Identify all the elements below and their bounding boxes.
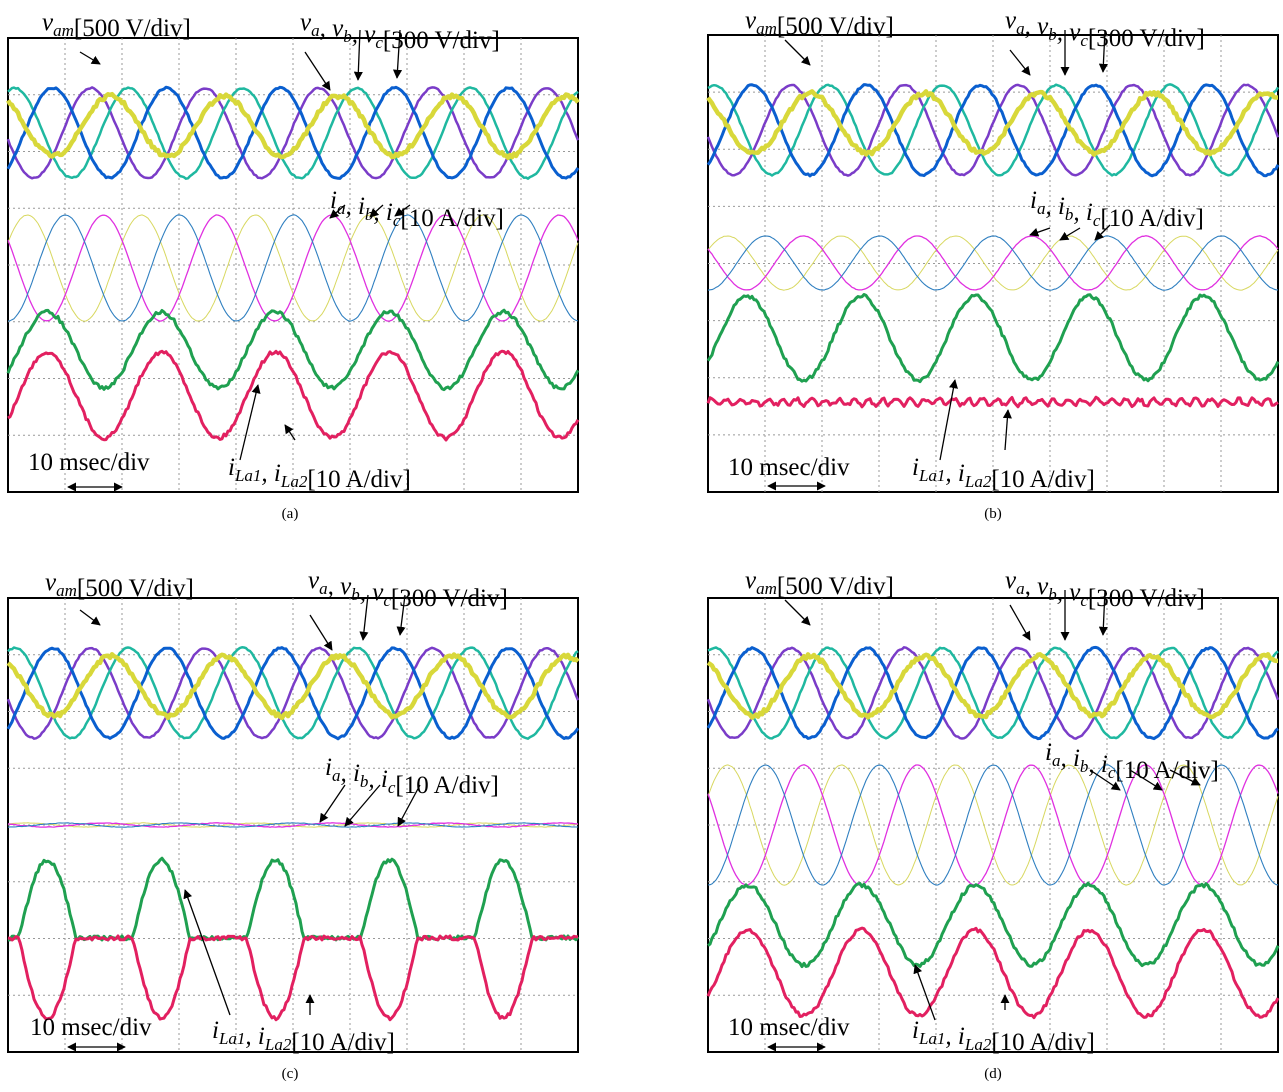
panel-caption: (a)	[282, 506, 299, 522]
label-text: , i	[1088, 751, 1108, 778]
label-subscript: am	[756, 19, 777, 38]
label-text: [10 A/div]	[307, 466, 410, 493]
panel-caption: (c)	[282, 1066, 299, 1082]
label-text: [10 A/div]	[395, 772, 498, 799]
label-text: [300 V/div]	[1088, 585, 1205, 612]
label-text: i	[912, 1017, 919, 1044]
label-text: , v	[328, 573, 353, 600]
label-vam: vam[500 V/div]	[745, 567, 894, 600]
label-text: , i	[1045, 193, 1065, 220]
label-subscript: a	[319, 579, 328, 598]
label-text: [10 A/div]	[991, 1029, 1094, 1056]
label-text: , i	[1073, 199, 1093, 226]
label-text: i	[912, 454, 919, 481]
label-subscript: La1	[918, 466, 945, 485]
label-text: , i	[368, 766, 388, 793]
label-text: , v	[1057, 579, 1082, 606]
label-vam: vam[500 V/div]	[42, 9, 191, 42]
label-text: [300 V/div]	[383, 27, 500, 54]
label-text: [10 A/div]	[291, 1029, 394, 1056]
panel-caption: (b)	[984, 506, 1002, 522]
label-subscript: La2	[964, 1035, 992, 1054]
label-text: [500 V/div]	[777, 13, 894, 40]
label-subscript: a	[1016, 19, 1025, 38]
label-subscript: b	[1048, 25, 1057, 44]
label-subscript: a	[332, 766, 341, 785]
label-subscript: a	[337, 199, 346, 218]
label-text: 10 msec/div	[28, 449, 150, 476]
label-text: [10 A/div]	[991, 466, 1094, 493]
label-time: 10 msec/div	[728, 454, 850, 481]
page: vam[500 V/div]va, vb, vc[300 V/div]ia, i…	[0, 0, 1283, 1092]
label-text: [300 V/div]	[1088, 25, 1205, 52]
label-subscript: La1	[918, 1029, 945, 1048]
label-subscript: a	[1016, 579, 1025, 598]
scope-panel: vam[500 V/div]va, vb, vc[300 V/div]ia, i…	[8, 9, 578, 522]
label-text: i	[1030, 187, 1037, 214]
scope-panel: vam[500 V/div]va, vb, vc[300 V/div]ia, i…	[8, 567, 578, 1082]
label-text: , v	[320, 15, 345, 42]
label-text: [10 A/div]	[1115, 757, 1218, 784]
label-text: , v	[1057, 19, 1082, 46]
label-text: , i	[340, 760, 360, 787]
scope-panel: vam[500 V/div]va, vb, vc[300 V/div]ia, i…	[708, 567, 1278, 1082]
label-text: , v	[360, 579, 385, 606]
label-subscript: La1	[218, 1029, 245, 1048]
label-subscript: am	[56, 581, 77, 600]
figure: vam[500 V/div]va, vb, vc[300 V/div]ia, i…	[0, 0, 1283, 1092]
label-text: , i	[261, 460, 281, 487]
label-subscript: am	[756, 579, 777, 598]
label-text: , v	[1025, 13, 1050, 40]
label-text: [500 V/div]	[74, 15, 191, 42]
label-text: 10 msec/div	[728, 454, 850, 481]
label-text: , i	[945, 460, 965, 487]
label-subscript: b	[1065, 205, 1074, 224]
label-time: 10 msec/div	[28, 449, 150, 476]
label-text: [10 A/div]	[1100, 205, 1203, 232]
label-text: , v	[1025, 573, 1050, 600]
label-time: 10 msec/div	[728, 1014, 850, 1041]
label-time: 10 msec/div	[30, 1014, 152, 1041]
label-subscript: b	[360, 772, 369, 791]
label-subscript: a	[1037, 199, 1046, 218]
label-subscript: b	[1080, 757, 1089, 776]
label-vam: vam[500 V/div]	[45, 569, 194, 602]
label-text: i	[330, 187, 337, 214]
label-text: i	[228, 454, 235, 481]
label-vam: vam[500 V/div]	[745, 7, 894, 40]
label-text: , i	[373, 199, 393, 226]
label-text: [500 V/div]	[777, 573, 894, 600]
label-subscript: a	[311, 21, 320, 40]
label-text: i	[212, 1017, 219, 1044]
label-text: [300 V/div]	[391, 585, 508, 612]
scope-panel: vam[500 V/div]va, vb, vc[300 V/div]ia, i…	[708, 7, 1278, 522]
label-subscript: La2	[280, 472, 308, 491]
label-text: , i	[245, 1023, 265, 1050]
label-subscript: b	[365, 205, 374, 224]
label-text: 10 msec/div	[30, 1014, 152, 1041]
label-text: , v	[352, 21, 377, 48]
label-subscript: b	[351, 585, 360, 604]
label-text: , i	[345, 193, 365, 220]
label-text: [500 V/div]	[77, 575, 194, 602]
panel-caption: (d)	[984, 1066, 1002, 1082]
label-subscript: am	[53, 21, 74, 40]
label-text: i	[325, 754, 332, 781]
label-subscript: La1	[234, 466, 261, 485]
label-text: i	[1045, 739, 1052, 766]
label-text: , i	[1060, 745, 1080, 772]
label-subscript: b	[343, 27, 352, 46]
label-subscript: b	[1048, 585, 1057, 604]
label-subscript: La2	[964, 472, 992, 491]
label-text: [10 A/div]	[400, 205, 503, 232]
label-subscript: a	[1052, 751, 1061, 770]
label-subscript: La2	[264, 1035, 292, 1054]
label-text: , i	[945, 1023, 965, 1050]
label-text: 10 msec/div	[728, 1014, 850, 1041]
